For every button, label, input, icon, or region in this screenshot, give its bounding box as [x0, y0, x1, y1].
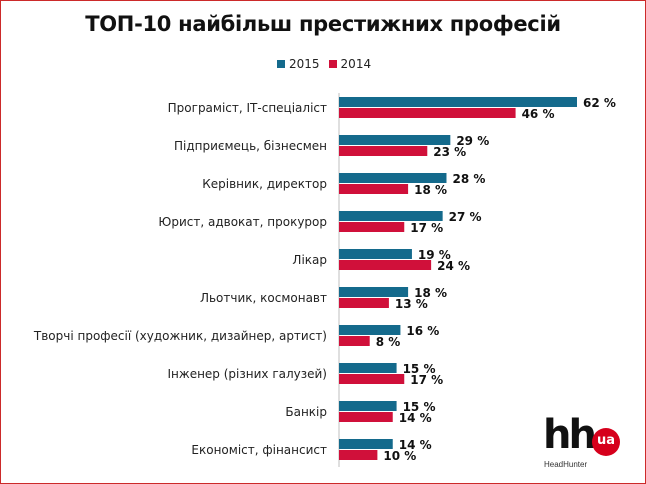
category-label: Керівник, директор — [202, 177, 327, 191]
bar-2014 — [339, 450, 378, 460]
legend-item-2014: 2014 — [328, 57, 372, 71]
data-label-2015: 27 % — [449, 210, 482, 224]
data-label-2014: 8 % — [376, 335, 401, 349]
bar-2014 — [339, 374, 405, 384]
bar-2015 — [339, 363, 397, 373]
bar-2014 — [339, 412, 393, 422]
bar-2015 — [339, 401, 397, 411]
category-label: Банкір — [285, 405, 327, 419]
logo-caption: HeadHunter — [544, 460, 588, 469]
bar-2015 — [339, 135, 451, 145]
data-label-2015: 62 % — [583, 96, 616, 110]
data-label-2015: 29 % — [456, 134, 489, 148]
bar-2014 — [339, 184, 409, 194]
data-label-2015: 28 % — [452, 172, 485, 186]
category-label: Підприємець, бізнесмен — [174, 139, 327, 153]
legend-swatch-2015 — [277, 60, 285, 68]
data-label-2015: 16 % — [406, 324, 439, 338]
legend-swatch-2014 — [328, 60, 337, 68]
bar-2015 — [339, 325, 401, 335]
legend-label-2014: 2014 — [340, 57, 372, 71]
bar-2014 — [339, 146, 428, 156]
category-label: Програміст, ІТ-спеціаліст — [168, 101, 327, 115]
data-label-2014: 17 % — [410, 373, 443, 387]
data-label-2014: 24 % — [437, 259, 470, 273]
bar-2015 — [339, 211, 443, 221]
data-label-2014: 14 % — [399, 411, 432, 425]
logo-mark: hh — [543, 412, 597, 458]
data-label-2014: 10 % — [383, 449, 416, 463]
category-label: Інженер (різних галузей) — [168, 367, 328, 381]
category-label: Творчі професії (художник, дизайнер, арт… — [33, 329, 327, 343]
legend-item-2015: 2015 — [277, 57, 320, 71]
data-label-2014: 13 % — [395, 297, 428, 311]
category-label: Лікар — [292, 253, 327, 267]
chart-title: ТОП-10 найбільш престижних професій — [85, 12, 561, 36]
bar-2015 — [339, 173, 447, 183]
data-label-2015: 18 % — [414, 286, 447, 300]
headhunter-logo: hh ua HeadHunter — [543, 412, 623, 472]
bar-2015 — [339, 287, 409, 297]
bar-2015 — [339, 439, 393, 449]
data-label-2015: 15 % — [403, 362, 436, 376]
data-label-2014: 17 % — [410, 221, 443, 235]
legend-label-2015: 2015 — [289, 57, 320, 71]
bar-2014 — [339, 108, 516, 118]
bar-2014 — [339, 222, 405, 232]
bar-2015 — [339, 249, 412, 259]
data-label-2015: 15 % — [403, 400, 436, 414]
category-label: Юрист, адвокат, прокурор — [158, 215, 327, 229]
logo-badge: ua — [592, 428, 620, 456]
category-label: Економіст, фінансист — [191, 443, 327, 457]
category-label: Льотчик, космонавт — [200, 291, 327, 305]
data-label-2014: 46 % — [522, 107, 555, 121]
bar-2015 — [339, 97, 577, 107]
bar-2014 — [339, 260, 432, 270]
data-label-2014: 23 % — [433, 145, 466, 159]
data-label-2015: 19 % — [418, 248, 451, 262]
bar-2014 — [339, 336, 370, 346]
bar-2014 — [339, 298, 389, 308]
data-label-2015: 14 % — [399, 438, 432, 452]
data-label-2014: 18 % — [414, 183, 447, 197]
chart-legend: 2015 2014 — [277, 57, 380, 71]
